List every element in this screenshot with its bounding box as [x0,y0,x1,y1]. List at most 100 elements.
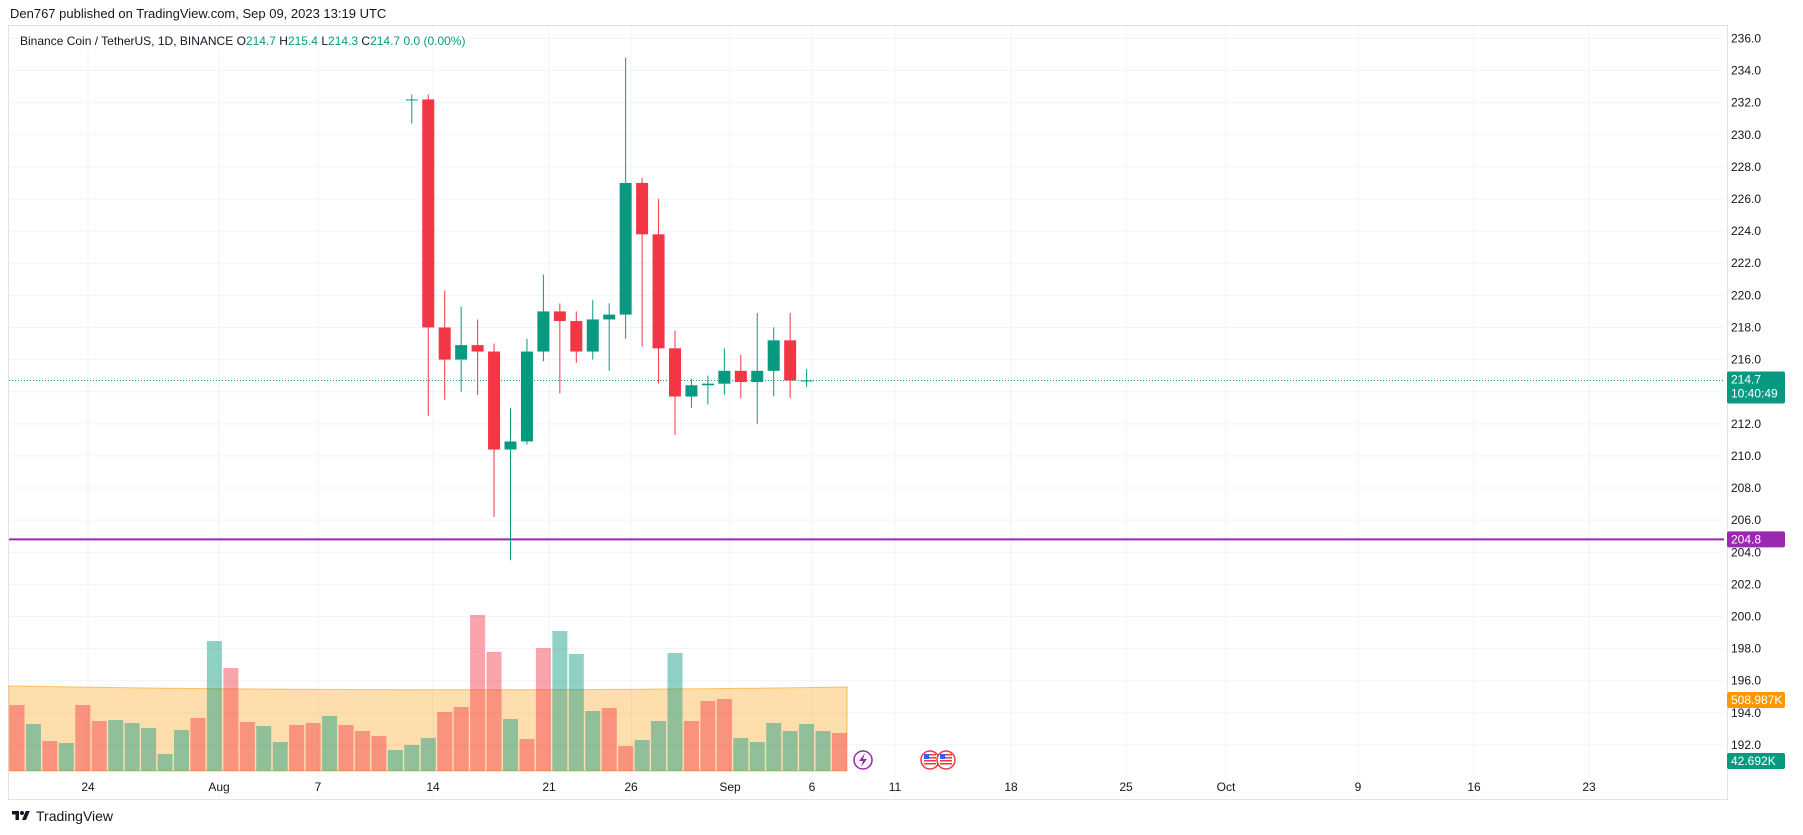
us-flag-event-icon [920,750,940,770]
time-tick-label: 25 [1119,780,1133,794]
volume-bar [25,724,41,771]
price-axis[interactable]: 192.0 194.0 196.0 198.0 200.0 202.0 204.0 206.0… [1727,31,1785,769]
volume-last-badge: 42.692K [1727,753,1785,769]
event-markers[interactable] [853,750,956,770]
lightning-bolt-shape [859,753,867,767]
volume-bar [223,668,239,771]
price-tick-label: 234.0 [1731,64,1761,78]
candle-body [652,234,665,349]
volume-bar [124,723,140,771]
flag-canton [940,754,945,759]
time-tick-label: 7 [315,780,322,794]
time-tick-label: 11 [889,780,902,794]
volume-bar [799,724,815,771]
volume-bar [470,615,486,771]
volume-bar [141,728,157,771]
volume-bar [42,741,58,771]
us-flag-event-icon [936,750,956,770]
volume-last-badge-bg [1727,753,1785,769]
time-tick-label: 21 [542,780,556,794]
symbol-legend: Binance Coin / TetherUS, 1D, BINANCE O21… [18,33,468,49]
volume-bar [190,718,206,771]
volume-bar [371,736,387,771]
volume-bar [322,716,338,771]
legend-high-value: 215.4 [287,34,318,48]
time-tick-label: 26 [624,780,638,794]
current-price-badge: 214.710:40:49 [1727,371,1785,404]
volume-bar [354,731,370,771]
price-tick-label: 212.0 [1731,417,1761,431]
volume-ma-badge: 508.987K [1727,692,1785,708]
time-axis[interactable]: 24 Aug 7 14 21 26 Sep 6 11 18 25 Oct 9 16 23 [81,780,1596,794]
candle-body [800,380,813,382]
volume-bar [239,722,255,771]
volume-bar [58,743,74,771]
volume-pane [8,615,848,772]
candle-body [767,340,780,371]
candle-body [734,370,747,383]
price-tick-label: 198.0 [1731,642,1761,656]
price-tick-label: 196.0 [1731,674,1761,688]
legend-low-label: L [321,34,329,48]
candle-body [636,182,649,235]
price-tick-label: 202.0 [1731,577,1761,591]
volume-bar [766,723,782,771]
lightning-event-icon [853,750,873,770]
volume-bar [75,705,91,771]
volume-bar [782,731,798,771]
current-price-badge-bg [1727,371,1785,404]
price-tick-label: 226.0 [1731,192,1761,206]
candle-body [570,321,583,352]
volume-bar [832,733,847,771]
candle-body [471,345,484,352]
candle-body [537,311,550,352]
price-tick-label: 228.0 [1731,160,1761,174]
legend-high-label: H [279,34,288,48]
volume-last-badge-text: 42.692K [1731,754,1776,768]
volume-bar [749,742,765,771]
price-tick-label: 204.0 [1731,545,1761,559]
tradingview-logo-icon [12,811,30,820]
volume-bar [9,705,25,771]
candle-body [438,327,451,360]
flag-stripe [924,763,936,765]
candle-body [455,345,468,360]
legend-close-label: C [361,34,371,48]
volume-bar [618,746,634,771]
price-tick-label: 208.0 [1731,481,1761,495]
level-price-badge-text: 204.8 [1731,532,1761,546]
candle-body [603,314,616,320]
candle-body [751,370,764,383]
time-tick-label: 9 [1355,780,1362,794]
price-tick-label: 222.0 [1731,256,1761,270]
volume-bar [453,707,469,771]
price-tick-label: 216.0 [1731,353,1761,367]
flag-stripe [924,757,936,759]
volume-bar [568,654,584,771]
time-tick-label: 6 [809,780,816,794]
volume-bar [289,725,305,771]
price-tick-label: 232.0 [1731,96,1761,110]
volume-bar [651,721,667,771]
candle-body [586,319,599,352]
candle-body [685,385,698,397]
time-tick-label: Aug [208,780,229,794]
volume-bar [206,641,222,771]
flag-stripe [924,754,936,756]
candles [405,57,813,561]
time-tick-label: Oct [1217,780,1236,794]
footer[interactable]: TradingView [10,808,113,824]
candle-body [520,351,533,442]
volume-bar [174,730,189,771]
legend-open-label: O [236,34,246,48]
volume-bar [535,648,551,771]
legend-low-value: 214.3 [328,34,359,48]
published-caption: Den767 published on TradingView.com, Sep… [10,6,387,21]
flag-stripe [924,760,936,762]
volume-bar [634,740,650,771]
time-tick-label: 16 [1467,780,1481,794]
price-tick-label: 210.0 [1731,449,1761,463]
flag-stripe [940,760,952,762]
current-price-badge-text: 214.7 [1731,372,1761,386]
